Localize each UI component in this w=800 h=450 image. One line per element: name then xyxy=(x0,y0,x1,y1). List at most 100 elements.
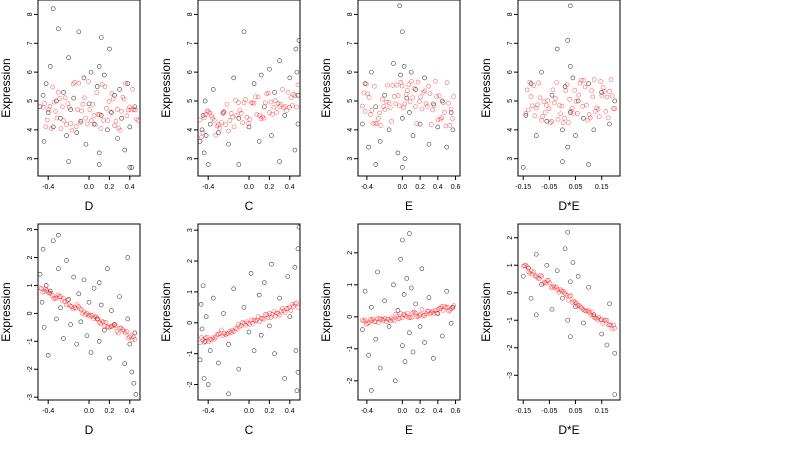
black-point xyxy=(117,294,122,299)
red-point xyxy=(444,80,450,85)
red-point xyxy=(577,80,583,86)
black-point xyxy=(294,69,300,75)
red-point xyxy=(597,114,602,120)
red-point xyxy=(387,105,393,110)
black-point xyxy=(66,297,71,302)
red-point xyxy=(575,111,580,116)
red-point xyxy=(125,335,131,341)
red-point xyxy=(79,108,84,114)
red-point xyxy=(206,109,211,114)
y-tick-label: 0 xyxy=(347,315,354,319)
x-tick-label: -0.4 xyxy=(42,408,54,415)
black-point xyxy=(56,232,61,238)
red-point xyxy=(406,82,412,88)
red-point xyxy=(607,89,612,94)
red-point xyxy=(572,87,578,93)
black-point xyxy=(586,162,591,167)
red-point xyxy=(55,89,61,95)
red-point xyxy=(88,118,94,123)
red-point xyxy=(84,121,90,127)
black-point xyxy=(287,75,293,81)
black-point xyxy=(221,311,226,316)
red-point xyxy=(247,117,253,122)
black-point xyxy=(256,139,262,144)
black-point xyxy=(296,224,300,230)
red-point xyxy=(536,80,542,86)
black-point xyxy=(568,64,573,69)
red-point xyxy=(568,293,574,298)
black-point xyxy=(560,127,565,133)
y-tick-label: 3 xyxy=(187,157,194,161)
x-axis-label: E xyxy=(405,199,413,213)
red-point xyxy=(223,122,228,127)
y-tick-label: 3 xyxy=(507,157,514,161)
black-point xyxy=(96,150,102,156)
red-point xyxy=(105,118,111,123)
red-point xyxy=(609,326,615,332)
panel-0-0: -0.4 0.0 0.2 0.4 3 4 5 6 7 8 D Expression xyxy=(0,0,141,213)
x-tick-label: 0.05 xyxy=(569,408,583,415)
black-point xyxy=(422,75,427,81)
x-tick-label: 0.4 xyxy=(125,408,135,415)
red-point xyxy=(539,273,545,279)
black-point xyxy=(568,334,573,340)
red-point xyxy=(97,112,102,117)
black-point xyxy=(96,339,102,344)
x-tick-label: 0.0 xyxy=(397,184,407,191)
black-point xyxy=(61,90,66,95)
red-point xyxy=(547,280,553,286)
red-point xyxy=(128,333,134,338)
red-point xyxy=(253,94,258,100)
red-point xyxy=(608,77,614,82)
red-point xyxy=(53,109,58,114)
red-point xyxy=(435,307,441,312)
y-tick-label: 8 xyxy=(27,12,34,16)
black-point xyxy=(444,144,449,150)
black-point xyxy=(398,256,403,262)
red-point xyxy=(113,118,119,124)
black-point xyxy=(377,139,383,144)
red-point xyxy=(68,121,73,126)
red-point xyxy=(554,284,559,290)
red-point xyxy=(602,89,607,94)
black-point xyxy=(122,147,127,153)
red-point xyxy=(562,115,567,121)
red-point xyxy=(612,325,618,331)
x-tick-label: 0.0 xyxy=(244,408,254,415)
black-point xyxy=(117,87,122,92)
red-point xyxy=(83,115,89,121)
red-point xyxy=(119,109,124,114)
x-tick-label: 0.15 xyxy=(595,408,609,415)
x-tick-label: 0.2 xyxy=(105,408,115,415)
y-axis-label: Expression xyxy=(319,282,333,341)
black-point xyxy=(133,392,139,397)
red-point xyxy=(198,117,203,123)
black-point xyxy=(575,273,581,279)
red-point xyxy=(593,315,599,321)
black-point xyxy=(562,246,568,252)
red-point xyxy=(403,92,409,97)
red-point xyxy=(414,121,420,126)
black-point xyxy=(71,95,76,101)
red-point xyxy=(582,84,588,90)
red-point xyxy=(438,116,443,122)
red-point xyxy=(442,304,447,309)
red-point xyxy=(553,96,558,101)
black-point xyxy=(86,101,92,107)
x-tick-label: -0.4 xyxy=(202,408,214,415)
black-point xyxy=(373,336,379,342)
y-axis-label: Expression xyxy=(479,282,493,341)
black-point xyxy=(407,330,412,336)
red-point xyxy=(557,103,562,108)
red-point xyxy=(600,320,606,326)
red-point xyxy=(294,104,299,110)
red-point xyxy=(435,117,441,123)
red-point xyxy=(581,78,587,83)
black-point xyxy=(58,305,63,311)
y-tick-label: 0 xyxy=(507,291,514,295)
points-layer xyxy=(38,232,139,397)
red-point xyxy=(60,104,65,110)
red-point xyxy=(124,113,130,119)
red-point xyxy=(69,127,75,133)
